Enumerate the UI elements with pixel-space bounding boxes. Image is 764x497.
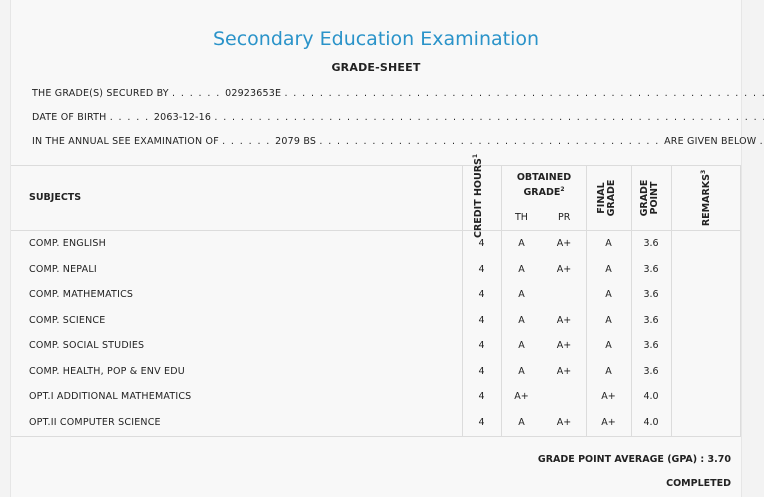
table-row: COMP. HEALTH, POP & ENV EDU 4 A A+ A 3.6 <box>11 359 741 384</box>
cell-credit-hours: 4 <box>478 314 485 326</box>
cell-th-grade: A <box>518 263 525 275</box>
cell-subject: COMP. SCIENCE <box>29 314 106 326</box>
cell-subject: COMP. MATHEMATICS <box>29 289 134 300</box>
cell-final-grade: A <box>605 340 612 351</box>
cell-pr-grade: A+ <box>556 238 572 249</box>
cell-credit-hours: 4 <box>478 365 485 377</box>
cell-subject: COMP. ENGLISH <box>29 238 106 249</box>
header-credit-hours-text: CREDIT HOURS <box>473 158 485 238</box>
cell-grade-point: 4.0 <box>643 391 659 402</box>
cell-subject: COMP. SOCIAL STUDIES <box>29 340 145 351</box>
cell-final-grade: A+ <box>601 416 616 428</box>
header-remarks: REMARKS3 <box>699 158 713 238</box>
cell-subject: OPT.I ADDITIONAL MATHEMATICS <box>29 391 192 402</box>
dob-line: DATE OF BIRTH . . . . . 2063-12-16 . . .… <box>32 112 764 123</box>
cell-final-grade: A <box>605 263 612 275</box>
cell-pr-grade: A+ <box>556 416 572 428</box>
cell-th-grade: A+ <box>514 391 529 402</box>
cell-th-grade: A <box>518 314 525 326</box>
exam-year: 2079 BS <box>275 136 317 147</box>
header-credit-hours: CREDIT HOURS1 <box>471 154 493 238</box>
table-bottom-border <box>11 436 741 437</box>
table-row: COMP. SOCIAL STUDIES 4 A A+ A 3.6 <box>11 333 741 358</box>
cell-final-grade: A+ <box>601 391 616 402</box>
cell-credit-hours: 4 <box>478 391 485 402</box>
cell-grade-point: 3.6 <box>643 289 659 300</box>
table-row: COMP. SCIENCE 4 A A+ A 3.6 <box>11 308 741 333</box>
header-pr: PR <box>558 212 571 223</box>
cell-th-grade: A <box>518 416 525 428</box>
cell-grade-point: 3.6 <box>643 365 659 377</box>
header-obtained-grade-line1: OBTAINED <box>516 172 572 183</box>
table-row: COMP. MATHEMATICS 4 A A 3.6 <box>11 282 741 307</box>
exam-line: IN THE ANNUAL SEE EXAMINATION OF . . . .… <box>32 136 764 147</box>
cell-credit-hours: 4 <box>478 238 485 249</box>
column-divider <box>501 165 502 436</box>
cell-final-grade: A <box>605 289 612 300</box>
cell-credit-hours: 4 <box>478 289 485 300</box>
column-divider <box>462 165 463 436</box>
exam-label: IN THE ANNUAL SEE EXAMINATION OF <box>32 136 219 147</box>
header-credit-hours-sup: 1 <box>472 153 479 159</box>
cell-final-grade: A <box>605 314 612 326</box>
gpa-label: GRADE POINT AVERAGE (GPA) : <box>537 454 705 465</box>
header-obtained-grade-line2: GRADE <box>523 187 561 199</box>
result-status: COMPLETED <box>666 478 731 489</box>
cell-pr-grade: A+ <box>556 263 572 275</box>
cell-credit-hours: 4 <box>478 263 485 275</box>
cell-final-grade: A <box>605 238 612 249</box>
cell-th-grade: A <box>518 238 525 249</box>
table-top-border <box>11 165 741 166</box>
cell-pr-grade: A+ <box>556 365 572 377</box>
cell-th-grade: A <box>518 289 525 300</box>
header-subjects: SUBJECTS <box>29 192 82 203</box>
cell-grade-point: 3.6 <box>643 314 659 326</box>
gpa-value: 3.70 <box>707 454 731 465</box>
header-obtained-grade: OBTAINED GRADE2 <box>505 172 583 199</box>
table-row: COMP. ENGLISH 4 A A+ A 3.6 <box>11 231 741 256</box>
header-final-grade-line2: GRADE <box>606 179 617 217</box>
grade-sheet: Secondary Education Examination GRADE-SH… <box>10 0 764 497</box>
cell-grade-point: 3.6 <box>643 340 659 351</box>
cell-subject: OPT.II COMPUTER SCIENCE <box>29 416 161 428</box>
cell-grade-point: 3.6 <box>643 263 659 275</box>
header-remarks-sup: 3 <box>700 169 707 175</box>
dob-label: DATE OF BIRTH <box>32 112 107 123</box>
header-obtained-grade-sup: 2 <box>560 186 565 193</box>
column-divider <box>740 165 741 436</box>
header-th: TH <box>515 212 528 223</box>
gpa-summary: GRADE POINT AVERAGE (GPA) : 3.70 <box>538 454 731 465</box>
column-divider <box>631 165 632 436</box>
table-row: OPT.II COMPUTER SCIENCE 4 A A+ A+ 4.0 <box>11 410 741 435</box>
cell-th-grade: A <box>518 340 525 351</box>
cell-grade-point: 3.6 <box>643 238 659 249</box>
header-grade-point: GRADE POINT <box>639 158 662 238</box>
page-title: Secondary Education Examination <box>212 28 540 50</box>
table-header-border <box>11 230 741 231</box>
column-divider <box>586 165 587 436</box>
symbol-number: 02923653E <box>225 88 282 99</box>
cell-credit-hours: 4 <box>478 340 485 351</box>
grades-secured-line: THE GRADE(S) SECURED BY . . . . . . 0292… <box>32 88 764 99</box>
table-row: OPT.I ADDITIONAL MATHEMATICS 4 A+ A+ 4.0 <box>11 384 741 409</box>
header-grade-point-line2: POINT <box>649 181 660 215</box>
table-row: COMP. NEPALI 4 A A+ A 3.6 <box>11 257 741 282</box>
given-below-text: ARE GIVEN BELOW . . . <box>664 136 764 147</box>
grade-sheet-heading: GRADE-SHEET <box>331 61 421 74</box>
cell-subject: COMP. NEPALI <box>29 263 97 275</box>
cell-pr-grade: A+ <box>556 314 572 326</box>
cell-th-grade: A <box>518 365 525 377</box>
header-final-grade: FINAL GRADE <box>596 158 619 238</box>
dob-value: 2063-12-16 <box>153 112 212 123</box>
header-remarks-text: REMARKS <box>701 174 713 227</box>
cell-grade-point: 4.0 <box>643 416 659 428</box>
cell-pr-grade: A+ <box>556 340 572 351</box>
cell-credit-hours: 4 <box>478 416 485 428</box>
grades-secured-label: THE GRADE(S) SECURED BY <box>32 88 169 99</box>
cell-final-grade: A <box>605 365 612 377</box>
column-divider <box>671 165 672 436</box>
cell-subject: COMP. HEALTH, POP & ENV EDU <box>29 365 185 377</box>
